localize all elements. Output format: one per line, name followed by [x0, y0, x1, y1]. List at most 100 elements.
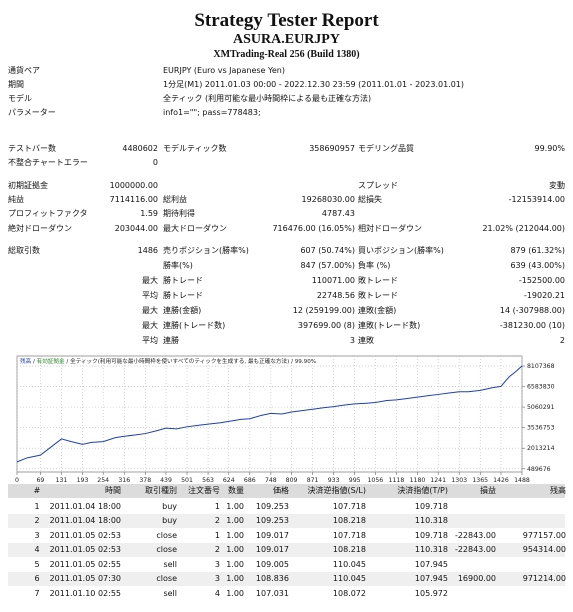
table-cell: 108.218 [332, 545, 366, 554]
x-tick-label: 193 [77, 477, 89, 484]
stat-value: 1486 [137, 246, 158, 255]
stat-value: 2 [559, 336, 565, 345]
stat-label: 純益 [8, 195, 24, 204]
stat-value: 14 (-307988.00) [499, 306, 565, 315]
table-cell: 3 [34, 530, 40, 540]
stat-label: 連敗 [358, 336, 374, 345]
stat-label: 買いポジション(勝率%) [358, 246, 444, 255]
info-value: info1=""; pass=778483; [163, 108, 261, 117]
table-cell: close [156, 545, 177, 554]
stat-value: 607 (50.74%) [300, 246, 355, 255]
table-cell: 109.253 [255, 516, 289, 525]
table-cell: sell [163, 588, 177, 598]
table-cell: 2011.01.05 02:53 [49, 530, 121, 540]
stat-label: 期待利得 [163, 209, 195, 218]
stat-value: -152500.00 [518, 276, 565, 285]
stat-label: 絶対ドローダウン [8, 224, 72, 233]
column-header: 決済指値(T/P) [397, 486, 448, 495]
table-row [8, 528, 565, 543]
table-cell: 2011.01.10 02:55 [49, 588, 121, 598]
table-cell: 105.972 [414, 588, 448, 598]
stat-value: 平均 [142, 336, 158, 345]
table-cell: 2011.01.05 02:55 [49, 559, 121, 569]
info-value: 1分足(M1) 2011.01.03 00:00 - 2022.12.30 23… [163, 80, 465, 89]
stat-label: 総損失 [358, 195, 382, 204]
table-cell: 3 [214, 574, 220, 583]
table-row [8, 557, 565, 572]
stat-value: 879 (61.32%) [510, 246, 565, 255]
stat-label: 勝トレード [163, 276, 203, 285]
stat-label: 総利益 [163, 195, 187, 204]
x-tick-label: 131 [56, 477, 68, 484]
x-tick-label: 1180 [410, 477, 426, 484]
table-cell: 1.00 [226, 516, 244, 525]
table-cell: 107.718 [332, 501, 366, 511]
table-cell: 1.00 [226, 545, 244, 554]
x-tick-label: 624 [223, 477, 235, 484]
separator: / [65, 359, 70, 365]
table-cell: buy [162, 516, 177, 525]
table-cell: 109.253 [255, 501, 289, 511]
stat-label: 売りポジション(勝率%) [163, 246, 249, 255]
stat-value: 12 (259199.00) [292, 306, 355, 315]
separator: / [31, 359, 36, 365]
y-tick-label: 2013214 [527, 445, 555, 452]
table-cell: 1.00 [226, 559, 244, 569]
stat-value: 847 (57.00%) [300, 261, 355, 270]
x-tick-label: 748 [265, 477, 277, 484]
table-cell: 2 [214, 545, 220, 554]
stat-value: 110071.00 [311, 276, 355, 285]
column-header: 時間 [105, 486, 121, 495]
table-cell: buy [162, 501, 177, 511]
column-header: 数量 [228, 486, 244, 495]
table-cell: close [156, 574, 177, 583]
x-tick-label: 501 [181, 477, 193, 484]
table-cell: 1.00 [226, 574, 244, 583]
stat-label: テストバー数 [8, 144, 56, 153]
table-cell: 2011.01.05 07:30 [49, 574, 121, 583]
legend-quality: 99.90% [295, 359, 316, 365]
info-label: 通貨ペア [8, 66, 40, 75]
table-cell: 2011.01.05 02:53 [49, 545, 121, 554]
column-header: 価格 [273, 486, 289, 495]
x-tick-label: 563 [202, 477, 214, 484]
table-cell: 109.718 [414, 530, 448, 540]
table-cell: 2 [34, 516, 40, 525]
stat-value: 358690957 [309, 144, 355, 153]
stat-value: 19268030.00 [301, 195, 355, 204]
stat-value: 3 [349, 336, 355, 345]
y-tick-label: 5060291 [527, 404, 555, 411]
info-label: 期間 [8, 80, 24, 89]
stat-label: 敗トレード [358, 276, 398, 285]
x-tick-label: 1241 [430, 477, 446, 484]
stat-value: 99.90% [534, 144, 565, 153]
table-cell: 109.005 [255, 559, 289, 569]
table-cell: 977157.00 [522, 530, 566, 540]
stat-label: スプレッド [358, 181, 398, 190]
table-cell: 107.718 [332, 530, 366, 540]
column-header: 残高 [550, 486, 566, 495]
stat-label: 連勝 [163, 336, 179, 345]
table-cell: 1.00 [226, 530, 244, 540]
table-row [8, 543, 565, 557]
table-cell: 107.945 [414, 574, 448, 583]
stat-value: 397699.00 (8) [297, 321, 355, 330]
stat-value: -381230.00 (10) [499, 321, 565, 330]
info-label: パラメーター [8, 108, 56, 117]
stat-value: -19020.21 [523, 291, 565, 300]
balance-line [16, 365, 523, 463]
table-cell: sell [163, 559, 177, 569]
table-header [8, 484, 565, 498]
report-title: Strategy Tester Report [194, 10, 379, 31]
stat-value: 平均 [142, 291, 158, 300]
stat-value: 22748.56 [316, 291, 355, 300]
x-tick-label: 254 [97, 477, 109, 484]
table-cell: -22843.00 [454, 545, 496, 554]
stat-value: 最大 [142, 321, 158, 330]
table-cell: 2011.01.04 18:00 [49, 516, 121, 525]
chart-legend: 残高 / 有効証拠金 / 全ティック(利用可能な最小時間枠を使いすべてのティック… [20, 357, 316, 365]
stat-value: 変動 [549, 181, 565, 190]
stat-label: モデルティック数 [163, 144, 227, 153]
x-tick-label: 439 [160, 477, 172, 484]
x-tick-label: 871 [307, 477, 319, 484]
